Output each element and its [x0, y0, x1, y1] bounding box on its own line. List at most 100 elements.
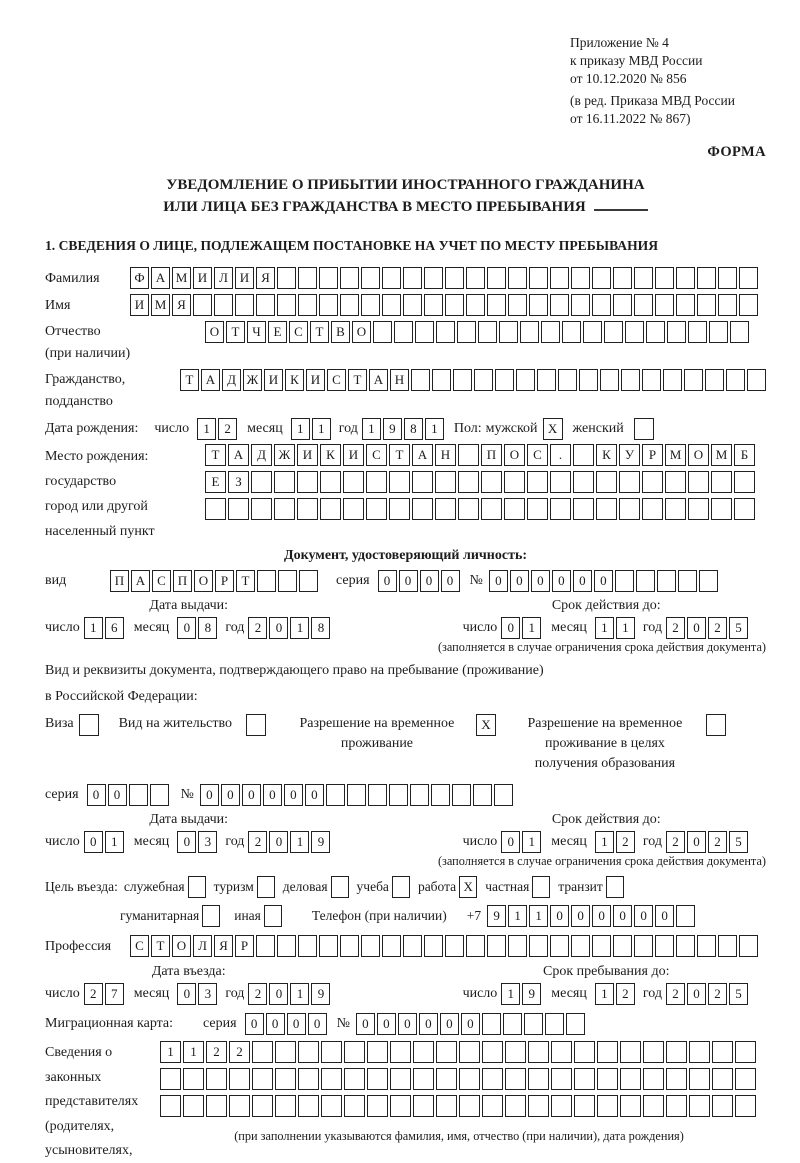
- char-cell[interactable]: 2: [248, 830, 268, 853]
- char-cell[interactable]: [343, 498, 364, 520]
- char-cell[interactable]: [321, 1068, 342, 1090]
- char-cell[interactable]: 1: [290, 982, 310, 1005]
- char-cell[interactable]: [388, 783, 408, 806]
- char-cell[interactable]: 0: [177, 830, 197, 853]
- char-cell[interactable]: [403, 267, 422, 289]
- char-cell[interactable]: 2: [615, 982, 635, 1005]
- char-cell[interactable]: .: [550, 444, 571, 466]
- char-cell[interactable]: 0: [634, 905, 654, 927]
- char-cell[interactable]: [665, 471, 686, 493]
- char-cell[interactable]: [527, 471, 548, 493]
- char-cell[interactable]: 2: [615, 830, 635, 853]
- char-cell[interactable]: 6: [104, 616, 124, 639]
- char-cell[interactable]: [527, 498, 548, 520]
- char-cell[interactable]: [634, 935, 653, 957]
- char-cell[interactable]: [481, 498, 502, 520]
- char-cell[interactable]: 2: [666, 830, 685, 853]
- char-cell[interactable]: [274, 498, 295, 520]
- char-cell[interactable]: М: [151, 294, 170, 316]
- char-cell[interactable]: Л: [193, 935, 212, 957]
- char-cell[interactable]: [274, 471, 295, 493]
- char-cell[interactable]: [667, 321, 686, 343]
- char-cell[interactable]: [413, 1068, 434, 1090]
- char-cell[interactable]: [709, 321, 728, 343]
- char-cell[interactable]: 0: [687, 616, 706, 639]
- purpose-sluzhebnaya-checkbox[interactable]: [187, 876, 206, 898]
- char-cell[interactable]: Т: [180, 369, 199, 391]
- char-cell[interactable]: [275, 1095, 296, 1117]
- char-cell[interactable]: [298, 1095, 319, 1117]
- char-cell[interactable]: Р: [642, 444, 663, 466]
- char-cell[interactable]: О: [504, 444, 525, 466]
- char-cell[interactable]: 0: [571, 905, 591, 927]
- option-temp-residence-checkbox[interactable]: X: [475, 714, 496, 736]
- char-cell[interactable]: [252, 1041, 273, 1063]
- char-cell[interactable]: [466, 294, 485, 316]
- char-cell[interactable]: А: [201, 369, 220, 391]
- char-cell[interactable]: О: [352, 321, 371, 343]
- char-cell[interactable]: [445, 935, 464, 957]
- char-cell[interactable]: 1: [594, 830, 614, 853]
- char-cell[interactable]: [619, 471, 640, 493]
- char-cell[interactable]: 1: [522, 830, 542, 853]
- char-cell[interactable]: [597, 1068, 618, 1090]
- char-cell[interactable]: [508, 267, 527, 289]
- char-cell[interactable]: 3: [198, 982, 218, 1005]
- char-cell[interactable]: [528, 1068, 549, 1090]
- char-cell[interactable]: [666, 1041, 687, 1063]
- char-cell[interactable]: А: [151, 267, 170, 289]
- char-cell[interactable]: [459, 1095, 480, 1117]
- char-cell[interactable]: [583, 321, 602, 343]
- char-cell[interactable]: [413, 1095, 434, 1117]
- char-cell[interactable]: 1: [197, 417, 217, 440]
- char-cell[interactable]: [361, 267, 380, 289]
- char-cell[interactable]: [321, 1041, 342, 1063]
- char-cell[interactable]: 1: [522, 616, 542, 639]
- char-cell[interactable]: 5: [729, 616, 748, 639]
- char-cell[interactable]: О: [688, 444, 709, 466]
- char-cell[interactable]: 1: [183, 1041, 204, 1063]
- char-cell[interactable]: 1: [508, 905, 528, 927]
- char-cell[interactable]: [228, 498, 249, 520]
- char-cell[interactable]: [229, 1095, 250, 1117]
- char-cell[interactable]: [516, 369, 535, 391]
- char-cell[interactable]: [597, 1041, 618, 1063]
- char-cell[interactable]: К: [596, 444, 617, 466]
- char-cell[interactable]: Т: [389, 444, 410, 466]
- char-cell[interactable]: [613, 294, 632, 316]
- char-cell[interactable]: 9: [522, 982, 542, 1005]
- char-cell[interactable]: [367, 1095, 388, 1117]
- char-cell[interactable]: М: [711, 444, 732, 466]
- char-cell[interactable]: 0: [501, 616, 521, 639]
- char-cell[interactable]: Т: [348, 369, 367, 391]
- char-cell[interactable]: [697, 267, 716, 289]
- char-cell[interactable]: [435, 498, 456, 520]
- char-cell[interactable]: 9: [487, 905, 507, 927]
- char-cell[interactable]: 8: [311, 616, 331, 639]
- char-cell[interactable]: [160, 1068, 181, 1090]
- char-cell[interactable]: 1: [361, 417, 381, 440]
- char-cell[interactable]: [458, 444, 479, 466]
- char-cell[interactable]: 1: [594, 616, 614, 639]
- char-cell[interactable]: [734, 471, 755, 493]
- char-cell[interactable]: [403, 294, 422, 316]
- char-cell[interactable]: 0: [551, 569, 571, 592]
- char-cell[interactable]: К: [320, 444, 341, 466]
- char-cell[interactable]: [340, 294, 359, 316]
- char-cell[interactable]: 2: [83, 982, 103, 1005]
- char-cell[interactable]: У: [619, 444, 640, 466]
- char-cell[interactable]: [574, 1041, 595, 1063]
- char-cell[interactable]: 0: [307, 1012, 327, 1035]
- char-cell[interactable]: [413, 1041, 434, 1063]
- char-cell[interactable]: 0: [377, 569, 397, 592]
- char-cell[interactable]: [321, 1095, 342, 1117]
- char-cell[interactable]: [665, 498, 686, 520]
- char-cell[interactable]: [625, 321, 644, 343]
- char-cell[interactable]: [574, 1095, 595, 1117]
- char-cell[interactable]: [298, 935, 317, 957]
- char-cell[interactable]: [550, 294, 569, 316]
- char-cell[interactable]: [252, 1068, 273, 1090]
- char-cell[interactable]: [663, 369, 682, 391]
- char-cell[interactable]: И: [306, 369, 325, 391]
- char-cell[interactable]: [257, 569, 276, 592]
